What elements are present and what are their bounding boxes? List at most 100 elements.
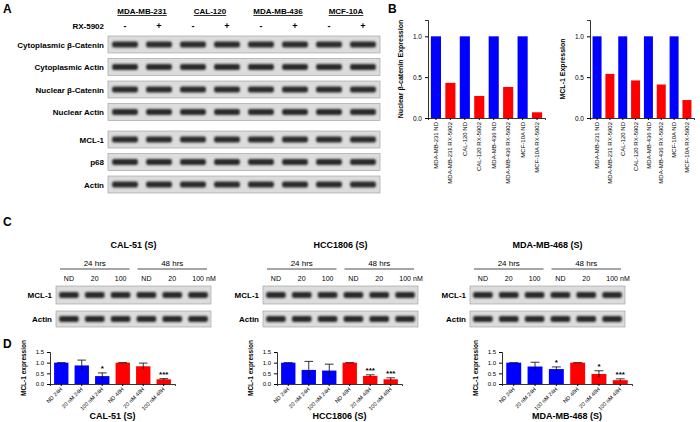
x-tick-mark [390,384,391,386]
blot-band [551,316,571,322]
y-tick: 1.5 [488,349,502,355]
error-bar [552,367,561,371]
x-tick-mark [648,118,649,120]
x-tick: ND 48H [562,384,580,404]
blot-strip [470,286,625,304]
blot-band [350,182,376,188]
x-tick-mark [674,118,675,120]
bar [518,36,528,118]
lane-label: ND [478,275,488,282]
y-tick-label: 1.5 [263,349,272,355]
x-tick: CAL-120 ND [462,118,468,156]
blot-band [282,64,308,70]
lane-label: - [192,21,195,31]
x-tick-label: ND 24H [272,386,290,404]
y-tick-label: 0.0 [263,381,272,387]
y-tick-label: 0.0 [413,115,422,122]
x-tick-mark [556,384,557,386]
bar [460,36,470,118]
y-tick-label: 1.0 [488,360,497,366]
time-underline [138,269,208,270]
blot-strip [263,286,418,304]
lane-label: - [328,21,331,31]
blot-band [316,159,342,165]
x-tick-mark [522,118,523,120]
y-tick-label: 0.5 [36,371,45,377]
y-tick-label: 0.0 [36,381,45,387]
lane-label: ND [64,275,74,282]
blot-title: HCC1806 (S) [313,240,367,250]
blot-band [137,292,157,298]
y-tick-mark [274,384,277,385]
y-tick-label: 1.0 [413,33,422,40]
blot-band [146,182,172,188]
bar [532,112,542,118]
blot-band [180,87,206,93]
bar [605,74,614,118]
x-tick: MCF-10A RX-5902 [534,118,540,173]
significance-label: *** [366,366,376,375]
x-tick-label: MDA-MB-231 ND [594,121,600,168]
x-tick: ND 48H [107,384,125,404]
x-tick-mark [622,118,623,120]
error-bar-cap [531,362,540,363]
y-tick: 0.0 [263,381,277,387]
blot-band [350,159,376,165]
blot-band [282,87,308,93]
chart-title: MDA-MB-468 (S) [532,411,602,421]
lane-label: ND [271,275,281,282]
bar-chart: 0.00.51.01.5ND 24H20 nM 24H100 nM 24HND … [247,340,403,421]
blot-band [59,316,79,322]
x-tick: ND 24H [45,384,63,404]
error-bar-stem [102,373,103,379]
blot-band [318,316,338,322]
lane-label: 20 [168,275,176,282]
x-tick-label: ND 48H [334,386,352,404]
plot-area [593,36,692,118]
blot-band [180,182,206,188]
bar [631,80,640,118]
x-tick-mark [450,118,451,120]
x-tick-label: MDA-MB-436 ND [491,121,497,168]
x-tick-label: CAL-120 ND [462,121,468,156]
x-tick: CAL-120 RX-5902 [633,118,639,171]
blot-band [316,137,342,143]
y-tick-mark [47,352,50,353]
blot-band [344,316,364,322]
error-bar-cap [284,362,293,363]
figure-svg: ABCD-+MDA-MB-231-+CAL-120-+MDA-MB-436-+M… [0,0,700,422]
x-tick-mark [370,384,371,386]
error-bar-stem [598,371,599,377]
lane-label: 100 [322,275,334,282]
time-underline [552,269,622,270]
blot-band [499,316,519,322]
y-axis: 0.00.51.0 [413,21,429,122]
blot-band [266,316,286,322]
y-tick: 0.0 [36,381,50,387]
blot-band [316,42,342,48]
x-axis: MDA-MB-231 NDMDA-MB-231 RX-5902CAL-120 N… [591,118,695,184]
blot-band [248,159,274,165]
y-axis-line [47,353,51,385]
blot-band [602,316,622,322]
blot-band [248,64,274,70]
y-axis-line [499,353,503,385]
lane-label: 20 [298,275,306,282]
blot-strip [56,311,211,327]
significance-label: * [597,362,601,371]
y-axis-line [587,21,591,119]
x-tick: MCF-10A RX-5902 [684,118,690,173]
bar [363,376,377,384]
bar-chart: 0.00.51.0MDA-MB-231 NDMDA-MB-231 RX-5902… [397,20,546,184]
x-tick-label: 100 nM 48H [367,386,392,411]
error-bar [118,362,127,363]
error-bar-cap [509,362,518,363]
group-label: CAL-120 [194,7,227,16]
x-tick-mark [479,118,480,120]
x-tick: MDA-MB-231 ND [433,118,439,169]
blot-band [112,87,138,93]
blot-band [316,109,342,115]
y-tick-mark [425,77,428,78]
bar [157,379,171,384]
y-tick: 1.0 [413,33,428,40]
